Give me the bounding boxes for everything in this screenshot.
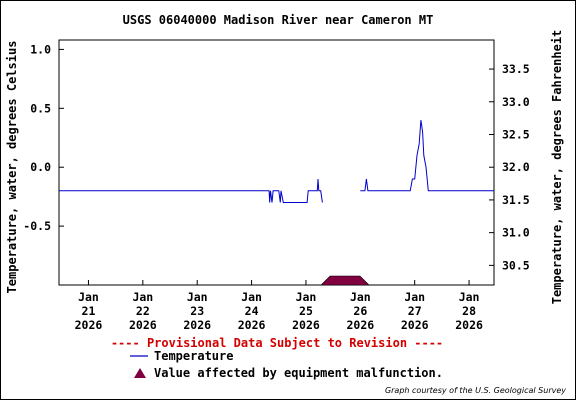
x-tick-day: 23	[190, 304, 204, 318]
x-tick-year: 2026	[346, 318, 374, 332]
x-tick-year: 2026	[292, 318, 320, 332]
y-left-tick-label: -0.5	[23, 219, 51, 233]
x-tick-year: 2026	[238, 318, 266, 332]
y-right-tick-label: 31.5	[502, 193, 530, 207]
x-tick-day: 28	[462, 304, 476, 318]
x-tick-day: 25	[299, 304, 313, 318]
x-tick-day: 26	[353, 304, 367, 318]
x-tick-day: 22	[136, 304, 150, 318]
y-right-tick-label: 32.5	[502, 127, 530, 141]
x-tick-day: 24	[245, 304, 259, 318]
y-right-tick-label: 31.0	[502, 226, 530, 240]
provisional-notice: ---- Provisional Data Subject to Revisio…	[111, 336, 443, 350]
temperature-series-line	[59, 178, 323, 203]
legend-temperature-label: Temperature	[154, 349, 233, 363]
legend: Temperature Value affected by equipment …	[130, 349, 443, 380]
y-left-tick-label: 1.0	[30, 42, 51, 56]
x-tick-month: Jan	[78, 290, 99, 304]
y-right-tick-label: 32.0	[502, 160, 530, 174]
x-tick-year: 2026	[183, 318, 211, 332]
plot-area: 1.0 0.5 0.0 -0.5 33.5 33.0 32.5 32.0 31.5 31.0 30.…	[23, 39, 530, 332]
x-tick-day: 21	[82, 304, 96, 318]
x-tick-year: 2026	[129, 318, 157, 332]
x-tick-month: Jan	[187, 290, 208, 304]
x-tick-month: Jan	[241, 290, 262, 304]
y-axis-title-right: Temperature, water, degrees Fahrenheit	[550, 30, 564, 305]
x-tick-year: 2026	[455, 318, 483, 332]
y-right-tick-label: 30.5	[502, 258, 530, 272]
y-left-tick-label: 0.0	[30, 160, 51, 174]
x-tick-day: 27	[408, 304, 422, 318]
x-tick-month: Jan	[132, 290, 153, 304]
y-right-tick-label: 33.0	[502, 95, 530, 109]
x-tick-year: 2026	[401, 318, 429, 332]
x-tick-month: Jan	[404, 290, 425, 304]
legend-malfunction-label: Value affected by equipment malfunction.	[154, 366, 443, 380]
plot-frame	[58, 39, 495, 286]
y-axis-title-left: Temperature, water, degrees Celsius	[5, 41, 19, 294]
legend-malfunction-triangle-icon	[134, 368, 146, 378]
equipment-malfunction-marker	[320, 275, 370, 286]
chart-credit: Graph courtesy of the U.S. Geological Su…	[385, 386, 566, 395]
y-left-tick-label: 0.5	[30, 101, 51, 115]
x-tick-month: Jan	[296, 290, 317, 304]
x-tick-month: Jan	[350, 290, 371, 304]
temperature-series-line	[360, 120, 494, 192]
x-tick-year: 2026	[75, 318, 103, 332]
chart-title: USGS 06040000 Madison River near Cameron…	[123, 13, 434, 27]
x-tick-month: Jan	[459, 290, 480, 304]
y-right-tick-label: 33.5	[502, 62, 530, 76]
